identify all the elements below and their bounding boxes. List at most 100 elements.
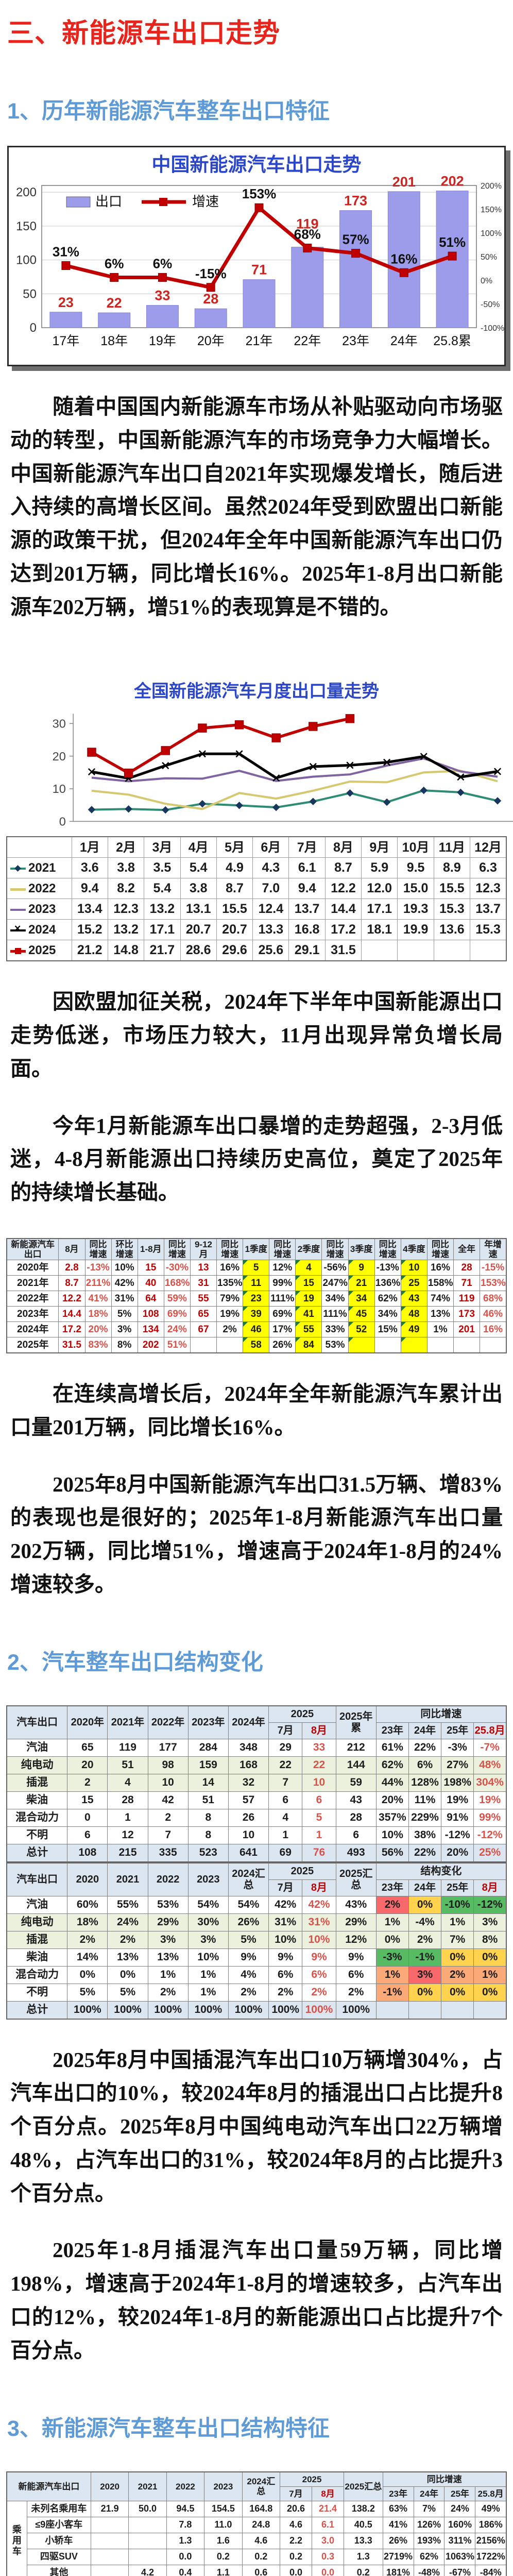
svg-text:增速: 增速	[192, 194, 219, 209]
table-cell: 62%	[413, 2548, 445, 2565]
table-cell: 41%	[84, 1291, 112, 1307]
table-cell: 202	[137, 1337, 164, 1353]
table-cell: 2.8	[58, 1260, 86, 1276]
table-row: 新能源汽车出口 2020 2021 2022 2023 2024汇总 2025 2025汇总同…	[6, 2471, 507, 2501]
table-header-cell: 2021年	[107, 1705, 148, 1739]
table-cell: 24%	[444, 2500, 476, 2517]
table-cell: 4.3	[252, 857, 289, 879]
table-cell: -30%	[163, 1260, 191, 1276]
table-cell: 0%	[441, 1983, 474, 2002]
table-cell: 20.7	[216, 919, 253, 941]
chart-legend: 出口 增速	[66, 194, 219, 209]
2021-legend-icon	[10, 865, 26, 872]
table-cell	[400, 1337, 427, 1353]
table-cell: 0%	[441, 1948, 474, 1967]
table-cell: 12.3	[470, 878, 507, 900]
table-cell: 33	[302, 1738, 336, 1757]
table-header-cell: 24年	[408, 1879, 442, 1896]
table-cell: 1%	[426, 1321, 454, 1338]
table-header-cell: 1季度	[243, 1238, 270, 1261]
table-header-cell: 2024年	[228, 1705, 269, 1739]
table-cell: 56%	[375, 1843, 409, 1862]
table-cell: -67%	[444, 2564, 476, 2576]
table-header-cell: 11月	[433, 836, 471, 858]
table-cell: 9%	[302, 1948, 336, 1967]
table-cell: 1063%	[444, 2548, 476, 2565]
table-cell: 0%	[107, 1965, 148, 1984]
table-cell: 64	[137, 1291, 164, 1307]
table-cell: 2022年	[6, 1291, 59, 1307]
table-cell: 39	[243, 1306, 270, 1323]
section1-heading: 1、历年新能源汽车整车出口特征	[7, 99, 330, 124]
table-header-cell: 2025年累	[335, 1705, 377, 1739]
table-cell: 1%	[375, 1913, 409, 1931]
table-cell: 83%	[84, 1337, 112, 1353]
table-cell: 13.7	[470, 899, 507, 920]
table-cell: 混合动力	[6, 1965, 68, 1984]
table-row: 小轿车 1.3 1.6 4.6 2.2 3.0 13.3 26% 193% 311% 2156%	[7, 2532, 507, 2549]
monthly-chart-title: 全国新能源汽车月度出口量走势	[134, 682, 379, 702]
table-cell: 8	[187, 1826, 229, 1844]
table-cell: 1	[268, 1826, 303, 1844]
paragraph: 今年1月新能源车出口暴增的走势超强，2-3月低迷，4-8月新能源出口持续历史高位…	[10, 1113, 503, 1205]
table-cell: 3%	[147, 1930, 189, 1949]
annual-export-chart: 0 50 100 150 200 200% 150% 100% 50% 0% -50% -100% 23…	[7, 146, 506, 366]
table-cell: 3.0	[312, 2532, 345, 2549]
svg-text:100: 100	[16, 253, 37, 267]
svg-text:19年: 19年	[149, 334, 176, 348]
table-cell: 14	[187, 1773, 229, 1792]
table-row: 新能源汽车出口 8月 同比增速 环比增速 1-8月 同比增速 9-12月 同比增速 1季度 同比增…	[6, 1238, 507, 1261]
table-cell: 21.4	[312, 2500, 345, 2517]
table-cell: 插混	[6, 1930, 68, 1949]
svg-text:51%: 51%	[439, 234, 466, 250]
table-cell: 9%	[335, 1948, 377, 1967]
svg-text:200: 200	[16, 185, 37, 199]
table-cell: 16%	[480, 1321, 507, 1338]
table-cell: 0.2	[279, 2548, 313, 2565]
table-cell: 2024	[6, 919, 72, 941]
svg-text:150: 150	[16, 219, 37, 233]
table-header-cell: 2022	[147, 1862, 189, 1896]
table-cell: 7%	[441, 1930, 474, 1949]
2022-legend-icon	[10, 885, 26, 893]
table-cell: 4	[295, 1260, 322, 1276]
bar-series	[49, 191, 469, 328]
table-cell: 126%	[413, 2516, 445, 2533]
table-header-cell: 25.8月	[473, 1722, 507, 1739]
table-cell: 215	[107, 1843, 148, 1862]
table-cell: 9.4	[288, 878, 326, 900]
table-cell: 54%	[187, 1895, 229, 1914]
section2-heading: 2、汽车整车出口结构变化	[7, 1650, 263, 1675]
table-cell: 0.0	[279, 2564, 313, 2576]
table-cell: 四驱SUV	[26, 2548, 91, 2565]
table-cell: 插混	[6, 1773, 68, 1792]
paragraph: 因欧盟加征关税，2024年下半年中国新能源出口走势低迷，市场压力较大，11月出现…	[10, 990, 503, 1080]
table-header-cell: 2020	[90, 2471, 129, 2501]
svg-text:20年: 20年	[197, 334, 225, 348]
svg-text:18年: 18年	[100, 334, 128, 348]
table-cell: 21.2	[71, 940, 108, 961]
table-header-cell: 25年	[441, 1879, 474, 1896]
2024-legend-icon	[10, 924, 26, 934]
table-cell: 29.1	[288, 940, 326, 961]
table-header-cell: 8月	[58, 1238, 86, 1261]
table-header-cell: 7月	[279, 2486, 313, 2501]
table-cell: 2%	[67, 1930, 108, 1949]
table-header-cell: 新能源汽车出口	[6, 2471, 91, 2501]
table-cell: 100%	[187, 2001, 229, 2020]
table-cell: 25.6	[252, 940, 289, 961]
table-cell: 16%	[216, 1260, 244, 1276]
table-cell: 50.0	[128, 2500, 167, 2517]
table-cell: 57	[228, 1791, 269, 1809]
table-row: 汽油 65 119 177 284 348 29 33 212 61% 22% -3% -7%	[6, 1738, 507, 1757]
monthly-table: 1月 2月 3月 4月 5月 6月 7月 8月 9月 10月 11月 12月 2021 3.6 3.8 3.5…	[6, 836, 507, 962]
annual-export-chart-canvas: 0 50 100 150 200 200% 150% 100% 50% 0% -50% -100% 23…	[9, 147, 504, 365]
table-cell: -1%	[375, 1983, 409, 2002]
table-row: 2020年 2.8 -13% 10% 15 -30% 13 16% 5 12% 4 -56% 9 -13%…	[6, 1260, 507, 1276]
table-cell: 汽油	[6, 1895, 68, 1914]
table-cell: 13.2	[107, 919, 145, 941]
table-cell: 63%	[382, 2500, 414, 2517]
table-cell	[375, 2001, 409, 2020]
table-cell: 20.7	[180, 919, 217, 941]
table-header-cell: 2021	[128, 2471, 167, 2501]
